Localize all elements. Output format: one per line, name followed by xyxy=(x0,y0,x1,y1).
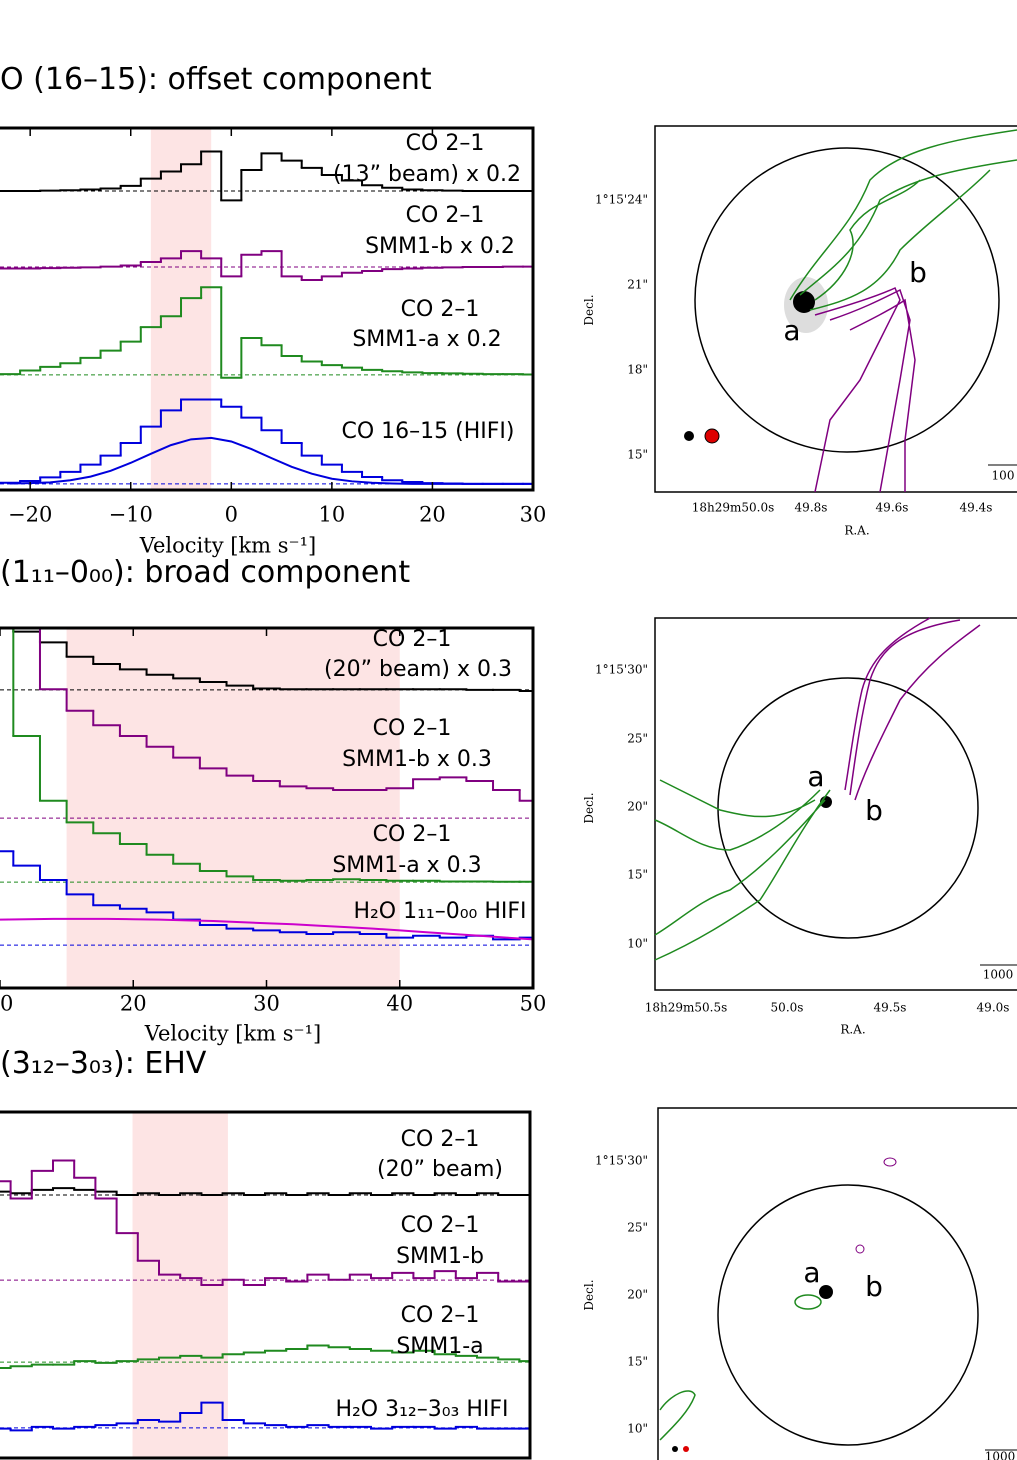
panel-title: O (16–15): offset component xyxy=(0,62,432,97)
map-y-tick-label: 1°15'30" xyxy=(595,1154,648,1168)
x-tick-label: 20 xyxy=(419,503,446,527)
plot-area xyxy=(0,128,533,490)
source-label: b xyxy=(909,256,927,289)
source-label: a xyxy=(807,760,824,793)
fit-curve xyxy=(0,917,533,941)
map-2-image xyxy=(654,617,1017,991)
x-tick-label: 0 xyxy=(225,503,238,527)
map-y-tick-label: 25" xyxy=(627,1221,648,1235)
map-y-tick-label: 10" xyxy=(627,1422,648,1436)
series-label: CO 2–1 xyxy=(373,716,452,741)
source-label: b xyxy=(865,1270,883,1303)
map-1-image xyxy=(654,125,1017,493)
map-y-label: Decl. xyxy=(582,792,596,823)
x-axis-label: Velocity [km s⁻¹] xyxy=(144,1022,321,1046)
x-tick-label: 10 xyxy=(0,992,13,1016)
axes-frame xyxy=(0,1110,532,1460)
map-y-tick-label: 25" xyxy=(627,732,648,746)
map-x-label: R.A. xyxy=(844,524,869,538)
map-x-tick-label: 49.4s xyxy=(960,501,993,515)
x-tick-label: −20 xyxy=(8,503,52,527)
series-label: CO 2–1 xyxy=(401,1127,480,1152)
panel-title: (1₁₁–0₀₀): broad component xyxy=(0,555,410,590)
x-tick-label: −10 xyxy=(109,503,153,527)
step-riser xyxy=(19,287,524,378)
highlight-band xyxy=(66,628,400,988)
series-label: CO 2–1 xyxy=(401,1303,480,1328)
map-y-tick-label: 15" xyxy=(627,868,648,882)
map-y-label: Decl. xyxy=(582,294,596,325)
map-y-tick-label: 18" xyxy=(627,363,648,377)
panel-title: (3₁₂–3₀₃): EHV xyxy=(0,1046,207,1081)
map-x-tick-label: 18h29m50.0s xyxy=(692,501,775,515)
series-label: SMM1-a xyxy=(396,1334,483,1359)
source-label: a xyxy=(803,1256,820,1289)
series-label: CO 2–1 xyxy=(373,822,452,847)
map-y-tick-label: 21" xyxy=(627,278,648,292)
map-x-tick-label: 49.8s xyxy=(795,501,828,515)
series-label: SMM1-b x 0.3 xyxy=(342,747,492,772)
x-axis-label: Velocity [km s⁻¹] xyxy=(139,534,316,558)
map-3-image xyxy=(657,1107,1017,1460)
map-x-tick-label: 49.0s xyxy=(977,1001,1010,1015)
x-tick-label: 50 xyxy=(520,992,547,1016)
scale-label: 1000 xyxy=(985,1450,1016,1460)
series-label: H₂O 1₁₁–0₀₀ HIFI xyxy=(353,899,526,924)
x-tick-label: 20 xyxy=(120,992,147,1016)
map-y-tick-label: 15" xyxy=(627,1355,648,1369)
map-y-tick-label: 20" xyxy=(627,1288,648,1302)
series-label: CO 2–1 xyxy=(401,1213,480,1238)
x-tick-label: 10 xyxy=(319,503,346,527)
scale-label: 1000 xyxy=(983,968,1014,982)
map-y-tick-label: 1°15'30" xyxy=(595,663,648,677)
axes-frame xyxy=(0,626,535,990)
series-label: CO 2–1 xyxy=(373,627,452,652)
x-tick-label: 30 xyxy=(253,992,280,1016)
plot-area xyxy=(0,1112,530,1458)
series-label: CO 2–1 xyxy=(406,203,485,228)
map-y-label: Decl. xyxy=(582,1279,596,1310)
x-tick-label: 40 xyxy=(386,992,413,1016)
series-label: CO 16–15 (HIFI) xyxy=(342,419,515,444)
step-riser xyxy=(12,851,521,940)
series-label: H₂O 3₁₂–3₀₃ HIFI xyxy=(335,1397,508,1422)
series-label: CO 2–1 xyxy=(401,297,480,322)
series-label: (13” beam) x 0.2 xyxy=(333,162,521,187)
map-y-tick-label: 1°15'24" xyxy=(595,193,648,207)
map-x-tick-label: 49.5s xyxy=(874,1001,907,1015)
series-label: (20” beam) x 0.3 xyxy=(324,657,512,682)
x-tick-label: 30 xyxy=(520,503,547,527)
series-label: (20” beam) xyxy=(377,1157,503,1182)
series-label: SMM1-b x 0.2 xyxy=(365,234,515,259)
map-y-tick-label: 10" xyxy=(627,937,648,951)
map-y-tick-label: 20" xyxy=(627,800,648,814)
map-x-tick-label: 18h29m50.5s xyxy=(645,1001,728,1015)
map-x-tick-label: 50.0s xyxy=(771,1001,804,1015)
series-label: CO 2–1 xyxy=(406,131,485,156)
scale-label: 100 xyxy=(992,469,1015,483)
step-riser xyxy=(19,399,464,484)
source-label: b xyxy=(865,794,883,827)
step-riser xyxy=(9,1160,500,1285)
plot-area xyxy=(0,628,533,988)
source-label: a xyxy=(783,314,800,347)
map-y-tick-label: 15" xyxy=(627,448,648,462)
map-x-label: R.A. xyxy=(840,1023,865,1037)
series-label: SMM1-a x 0.3 xyxy=(332,853,481,878)
series-label: SMM1-a x 0.2 xyxy=(352,327,501,352)
axes-frame xyxy=(0,126,535,492)
map-x-tick-label: 49.6s xyxy=(876,501,909,515)
fit-curve xyxy=(10,436,533,485)
step-riser xyxy=(39,151,464,201)
series-label: SMM1-b xyxy=(396,1244,484,1269)
